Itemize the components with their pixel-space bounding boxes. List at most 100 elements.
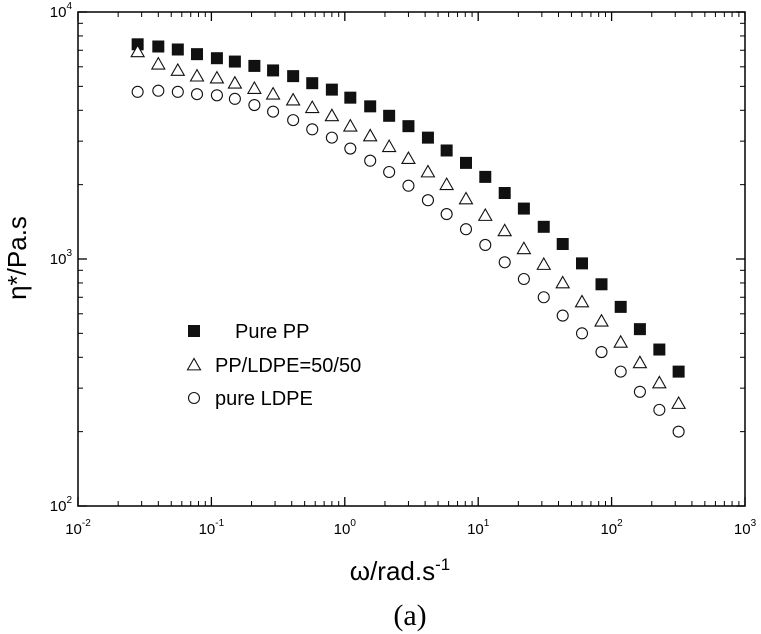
data-point: [574, 294, 590, 308]
data-point: [324, 108, 340, 122]
data-point: [614, 365, 627, 378]
data-point: [671, 395, 687, 409]
data-point: [267, 105, 280, 118]
data-point: [152, 40, 165, 53]
data-point: [267, 64, 280, 77]
data-point: [210, 52, 223, 65]
data-point: [342, 118, 358, 132]
data-point: [228, 55, 241, 68]
data-point: [383, 109, 396, 122]
data-point: [497, 223, 513, 237]
data-point: [344, 91, 357, 104]
legend-label: pure LDPE: [215, 388, 313, 410]
x-tick-label: 101: [467, 518, 490, 538]
x-tick-label: 10-2: [65, 518, 91, 538]
data-point: [152, 84, 165, 97]
data-point: [516, 241, 532, 255]
data-point: [189, 68, 205, 82]
data-point: [459, 223, 473, 236]
data-point: [209, 70, 225, 84]
data-point: [170, 62, 186, 76]
data-point: [458, 191, 474, 205]
legend-label: PP/LDPE=50/50: [215, 355, 361, 377]
x-tick-label: 103: [734, 518, 757, 538]
data-point: [653, 403, 666, 416]
data-point: [306, 77, 319, 90]
data-point: [150, 56, 166, 70]
data-point: [171, 43, 184, 56]
data-point: [575, 327, 589, 340]
series-3: [131, 84, 685, 438]
data-point: [190, 88, 204, 101]
data-point: [633, 323, 646, 336]
data-point: [228, 92, 241, 105]
data-point: [364, 100, 377, 113]
data-point: [191, 48, 204, 61]
data-point: [672, 365, 685, 378]
data-point: [402, 120, 415, 133]
legend-marker: [186, 357, 202, 371]
data-point: [420, 164, 436, 178]
data-point: [285, 92, 301, 106]
figure-caption: (a): [393, 599, 426, 632]
data-point: [130, 44, 146, 58]
data-point: [595, 278, 608, 291]
data-point: [402, 179, 415, 192]
legend-marker: [188, 325, 200, 337]
data-point: [287, 114, 300, 127]
y-tick-label: 103: [50, 248, 73, 268]
data-point: [131, 85, 144, 98]
legend-label: Pure PP: [235, 321, 309, 343]
data-point: [362, 128, 378, 142]
data-point: [556, 238, 569, 251]
data-point: [651, 375, 667, 389]
data-point: [672, 425, 685, 438]
legend-marker: [187, 391, 201, 405]
data-point: [517, 272, 530, 286]
data-series: [130, 38, 687, 438]
data-point: [401, 150, 416, 165]
data-point: [614, 300, 627, 313]
data-point: [477, 207, 493, 221]
data-point: [265, 86, 281, 100]
x-tick-label: 100: [334, 518, 357, 538]
data-point: [246, 80, 262, 94]
data-point: [440, 144, 453, 157]
data-point: [421, 194, 434, 207]
data-point: [498, 187, 511, 200]
data-point: [439, 177, 455, 191]
data-point: [210, 89, 223, 102]
legend: Pure PP PP/LDPE=50/50 pure LDPE: [186, 321, 361, 410]
data-point: [383, 165, 396, 179]
data-point: [304, 100, 320, 114]
data-point: [479, 170, 492, 183]
data-point: [653, 343, 666, 356]
data-point: [594, 313, 609, 327]
y-axis-ticks: 102 103 104: [50, 1, 745, 515]
data-point: [556, 309, 569, 322]
data-point: [421, 131, 434, 144]
y-tick-label: 104: [50, 1, 73, 21]
data-point: [248, 59, 261, 72]
y-tick-label: 102: [50, 495, 73, 515]
data-point: [440, 208, 453, 221]
data-point: [325, 83, 338, 96]
data-point: [595, 346, 608, 359]
data-point: [613, 334, 629, 348]
x-tick-label: 10-1: [199, 518, 225, 538]
data-point: [555, 275, 571, 289]
data-point: [306, 123, 319, 136]
series-2: [130, 44, 687, 409]
data-point: [537, 220, 550, 233]
data-point: [248, 99, 261, 112]
x-axis-ticks: 10-2 10-1 100 101 102 103: [65, 12, 757, 538]
data-point: [633, 385, 646, 398]
data-point: [459, 156, 472, 169]
data-point: [536, 256, 552, 270]
data-point: [364, 154, 377, 167]
data-point: [171, 85, 184, 98]
data-point: [517, 202, 530, 215]
data-point: [344, 142, 357, 155]
data-point: [632, 355, 648, 369]
